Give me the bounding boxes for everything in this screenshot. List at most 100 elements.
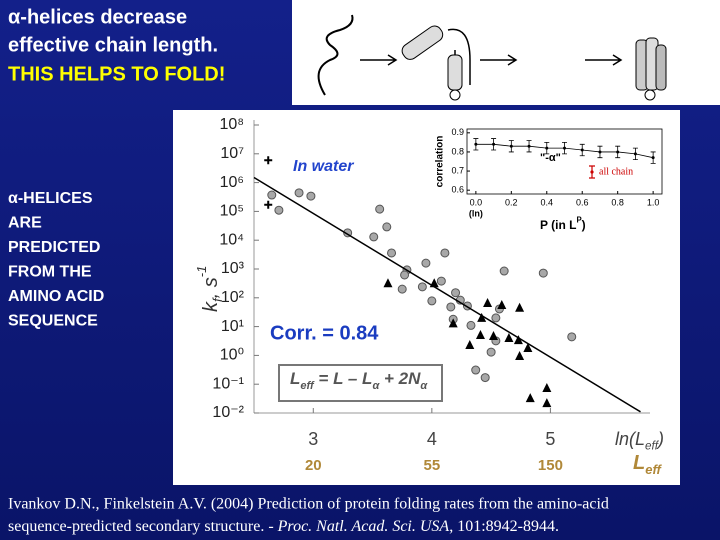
point — [264, 156, 273, 165]
side-text: α-HELICES ARE PREDICTED FROM THE AMINO ACID S… — [8, 190, 104, 330]
point — [475, 330, 485, 340]
x-note: (ln) — [469, 208, 483, 218]
side-line: AMINO ACID — [8, 288, 104, 305]
main-chart: 10⁸ 10⁷ 10⁶ 10⁵ 10⁴ 10³ 10² 10¹ 10⁰ 10⁻¹ 10⁻² 3 4 5 20… — [194, 116, 664, 477]
point — [515, 302, 525, 312]
inset-frame — [466, 128, 663, 195]
label-part: eff — [645, 439, 660, 452]
point — [598, 150, 602, 154]
point — [527, 144, 531, 148]
y-tick-label: 10⁻¹ — [212, 375, 244, 392]
label-part: = L – L — [314, 369, 373, 388]
x-tick-label: 0.2 — [505, 197, 518, 207]
point — [400, 270, 410, 280]
folding-cartoon — [292, 0, 720, 105]
label-part: ) — [656, 429, 664, 449]
x2-tick-label: 55 — [424, 457, 441, 474]
x-tick-label: 5 — [545, 429, 555, 449]
point — [480, 373, 490, 383]
label-part: P — [576, 216, 581, 225]
citation: Ivankov D.N., Finkelstein A.V. (2004) Pr… — [8, 496, 609, 513]
y-tick-label: 10⁰ — [220, 347, 244, 364]
citation: sequence-predicted secondary structure. … — [8, 518, 559, 535]
y-tick-label: 10⁶ — [220, 174, 244, 191]
fit-line — [253, 176, 641, 413]
rich-label: P (in LP) — [540, 216, 586, 233]
point — [513, 335, 523, 345]
rich-label: Leff = L – Lα + 2Nα — [290, 369, 428, 391]
point — [448, 318, 458, 328]
point — [471, 365, 481, 375]
y-tick-label: 10⁴ — [219, 231, 244, 248]
y-tick-label: 10⁷ — [220, 145, 244, 162]
rich-label: Leff — [633, 452, 663, 477]
point — [466, 320, 476, 330]
label-part: α — [420, 380, 428, 392]
x-tick-label: 3 — [308, 429, 318, 449]
x-tick-label: 0.0 — [470, 197, 483, 207]
point — [525, 393, 535, 403]
label-part: k — [200, 301, 222, 312]
point — [375, 204, 385, 214]
label-part: P (in L — [540, 218, 576, 232]
point — [651, 156, 655, 160]
x-tick-label: 0.4 — [541, 197, 554, 207]
point — [488, 331, 498, 341]
y-tick-label: 10³ — [221, 260, 245, 277]
label-part: eff — [300, 380, 315, 392]
point — [523, 343, 533, 353]
formula-box — [278, 364, 443, 402]
y-tick-label: 0.6 — [451, 185, 464, 195]
point — [383, 278, 393, 288]
side-line: ARE — [8, 215, 42, 232]
point — [563, 146, 566, 150]
point — [474, 142, 478, 146]
label-part: f — [210, 297, 225, 302]
annotation: Corr. = 0.84 — [270, 322, 379, 344]
point — [446, 302, 456, 312]
point — [306, 191, 316, 201]
citation-part: , 101:8942-8944. — [449, 518, 559, 535]
y-tick-label: 0.9 — [451, 127, 464, 137]
point — [267, 190, 277, 200]
citation-part: Proc. Natl. Acad. Sci. USA — [277, 518, 450, 535]
side-line: PREDICTED — [8, 239, 100, 256]
x-tick-label: 0.8 — [611, 197, 624, 207]
point — [497, 300, 507, 310]
x-tick-label: 4 — [427, 429, 437, 449]
side-line: α-HELICES — [8, 190, 93, 207]
legend-label: all chain — [599, 166, 633, 177]
legend-icon — [590, 170, 594, 174]
side-line: SEQUENCE — [8, 313, 98, 330]
point — [492, 142, 496, 146]
point — [427, 296, 437, 306]
point — [515, 351, 525, 361]
label-part: + 2N — [379, 369, 421, 388]
y-tick-label: 10¹ — [221, 318, 244, 335]
point — [509, 144, 513, 148]
point — [465, 339, 475, 349]
citation-part: sequence-predicted secondary structure. … — [8, 518, 278, 535]
point — [294, 188, 304, 198]
label-part: α — [372, 380, 380, 392]
label-part: ) — [582, 218, 586, 232]
y-label: correlation — [435, 136, 446, 188]
y-tick-label: 10⁸ — [219, 116, 244, 133]
side-line: FROM THE — [8, 264, 92, 281]
point — [616, 150, 620, 154]
point — [451, 288, 461, 298]
label-part: , s — [200, 277, 222, 298]
x-tick-label: 0.6 — [576, 197, 589, 207]
highlight: THIS HELPS TO FOLD! — [8, 63, 225, 85]
point — [382, 222, 392, 232]
point — [397, 284, 407, 294]
point — [421, 258, 431, 268]
point — [538, 268, 548, 278]
rich-label: ln(Leff) — [615, 429, 664, 453]
point — [542, 398, 552, 408]
point — [580, 148, 584, 152]
label-part: L — [633, 452, 645, 474]
point — [440, 248, 450, 258]
